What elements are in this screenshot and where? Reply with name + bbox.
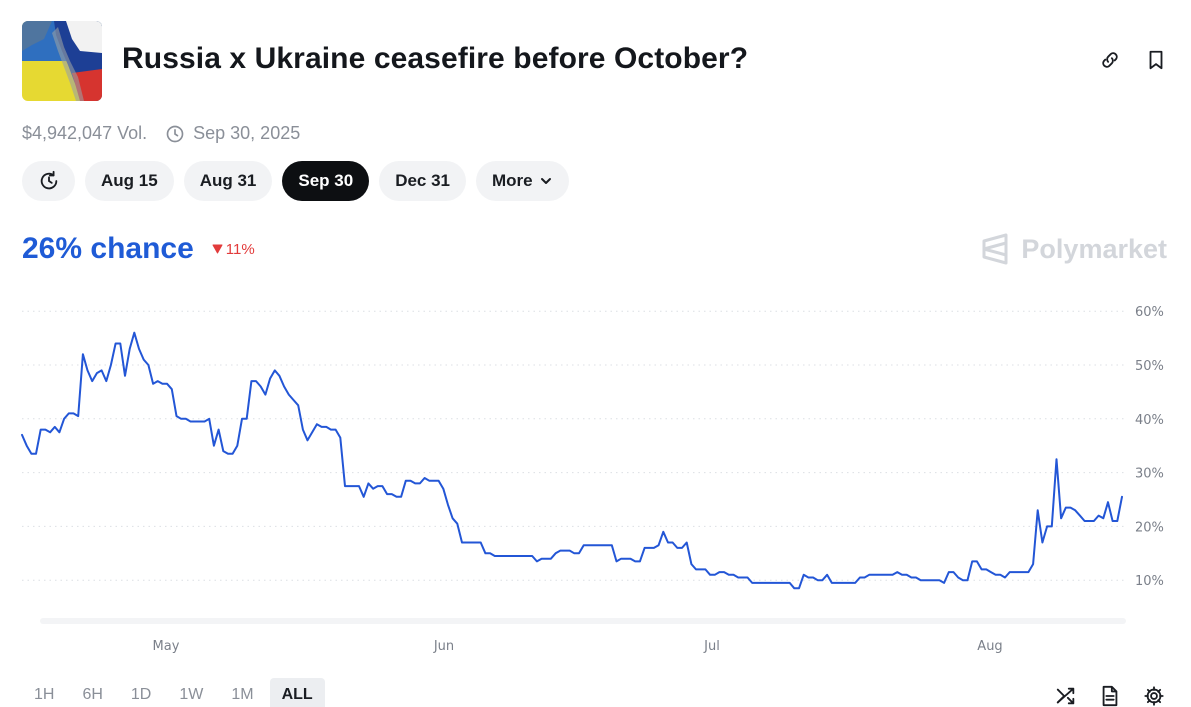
time-scrubber-track[interactable] (40, 618, 1126, 624)
polymarket-brand: Polymarket (981, 233, 1167, 265)
end-date-text: Sep 30, 2025 (193, 123, 301, 143)
range-tab-all[interactable]: ALL (269, 678, 325, 707)
more-dates-button[interactable]: More (476, 161, 569, 201)
x-axis-ticks: May Jun Jul Aug (153, 639, 1003, 654)
price-chart[interactable]: 10% 20% 30% 40% 50% 60% May Jun Jul Aug (0, 290, 1191, 660)
chart-actions (1053, 683, 1167, 707)
range-tabs: 1H 6H 1D 1W 1M ALL (22, 678, 329, 707)
y-tick-label: 40% (1135, 413, 1164, 428)
market-image (22, 21, 102, 101)
range-tab-1m[interactable]: 1M (231, 686, 254, 703)
date-tab-aug-31[interactable]: Aug 31 (183, 161, 273, 201)
y-tick-label: 10% (1135, 574, 1164, 589)
y-tick-label: 30% (1135, 467, 1164, 482)
market-meta: $4,942,047 Vol. Sep 30, 2025 (22, 123, 300, 144)
triangle-down-icon (212, 244, 223, 254)
gear-icon[interactable] (1141, 683, 1167, 707)
date-tab-sep-30[interactable]: Sep 30 (282, 161, 370, 201)
polymarket-logo-icon (982, 233, 1008, 265)
date-tab-aug-15[interactable]: Aug 15 (85, 161, 174, 201)
bookmark-icon[interactable] (1143, 47, 1169, 73)
volume-text: $4,942,047 Vol. (22, 123, 148, 143)
y-tick-label: 50% (1135, 359, 1164, 374)
range-tab-6h[interactable]: 6H (82, 686, 103, 703)
chevron-down-icon (540, 178, 551, 184)
history-icon (40, 170, 57, 190)
y-tick-label: 20% (1135, 520, 1164, 535)
range-tab-1h[interactable]: 1H (34, 686, 55, 703)
chance-delta-value: 11% (225, 240, 255, 258)
document-icon[interactable] (1097, 683, 1123, 707)
shuffle-icon[interactable] (1053, 683, 1079, 707)
chance-row: 26% chance 11% (22, 232, 255, 266)
range-tab-1w[interactable]: 1W (179, 686, 204, 703)
chance-value: 26% chance (22, 232, 194, 265)
x-tick-label: May (153, 639, 180, 654)
y-tick-label: 60% (1135, 305, 1164, 320)
date-tabs: Aug 15 Aug 31 Sep 30 Dec 31 More (22, 161, 569, 201)
series-line (21, 331, 1123, 590)
date-tab-dec-31[interactable]: Dec 31 (379, 161, 467, 201)
history-button[interactable] (22, 161, 75, 201)
chance-delta: 11% (212, 241, 255, 258)
x-tick-label: Jul (703, 639, 720, 654)
more-label: More (492, 171, 533, 190)
chart-grid (22, 310, 1126, 581)
market-title: Russia x Ukraine ceasefire before Octobe… (122, 42, 749, 75)
y-axis-ticks: 10% 20% 30% 40% 50% 60% (1135, 305, 1164, 589)
range-tab-1d[interactable]: 1D (130, 686, 152, 703)
link-icon[interactable] (1097, 47, 1123, 73)
brand-name: Polymarket (1021, 233, 1167, 264)
x-tick-label: Jun (433, 639, 454, 654)
top-actions (1097, 47, 1169, 73)
x-tick-label: Aug (977, 639, 1002, 654)
clock-icon (165, 124, 185, 144)
